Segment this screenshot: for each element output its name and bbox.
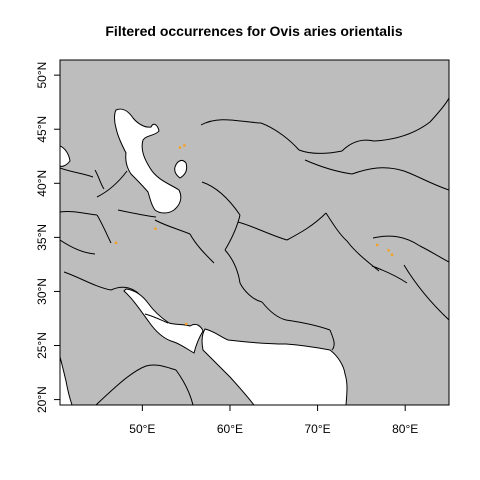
occurrence-point: [183, 144, 186, 147]
occurrence-point: [375, 243, 379, 247]
x-tick-label: 80°E: [392, 422, 418, 436]
aral-sea: [174, 159, 188, 179]
map-panel: [60, 60, 449, 405]
y-axis: 20°N 25°N 30°N 35°N 40°N 45°N 50°N: [35, 62, 60, 413]
y-tick-label: 20°N: [35, 386, 49, 413]
y-tick-label: 35°N: [35, 224, 49, 251]
y-tick-label: 40°N: [35, 170, 49, 197]
y-tick-label: 30°N: [35, 278, 49, 305]
caspian-sea: [114, 108, 182, 214]
occurrence-point: [387, 249, 390, 252]
black-sea-edge: [60, 145, 71, 167]
occurrence-point: [178, 146, 182, 149]
occurrence-point: [154, 227, 157, 231]
occurrence-point: [390, 253, 394, 256]
red-sea: [60, 356, 73, 405]
occurrence-point: [184, 322, 188, 326]
y-tick-label: 45°N: [35, 116, 49, 143]
map-title: Filtered occurrences for Ovis aries orie…: [105, 23, 402, 39]
map-frame: [59, 59, 450, 406]
arabian-sea: [201, 328, 348, 405]
x-tick-label: 60°E: [217, 422, 243, 436]
country-borders: [60, 97, 449, 405]
y-tick-label: 50°N: [35, 62, 49, 89]
x-tick-label: 70°E: [305, 422, 331, 436]
y-tick-label: 25°N: [35, 332, 49, 359]
occurrence-points: [114, 144, 394, 326]
x-tick-label: 50°E: [129, 422, 155, 436]
occurrence-point: [114, 241, 118, 245]
x-axis: 50°E 60°E 70°E 80°E: [129, 405, 418, 436]
